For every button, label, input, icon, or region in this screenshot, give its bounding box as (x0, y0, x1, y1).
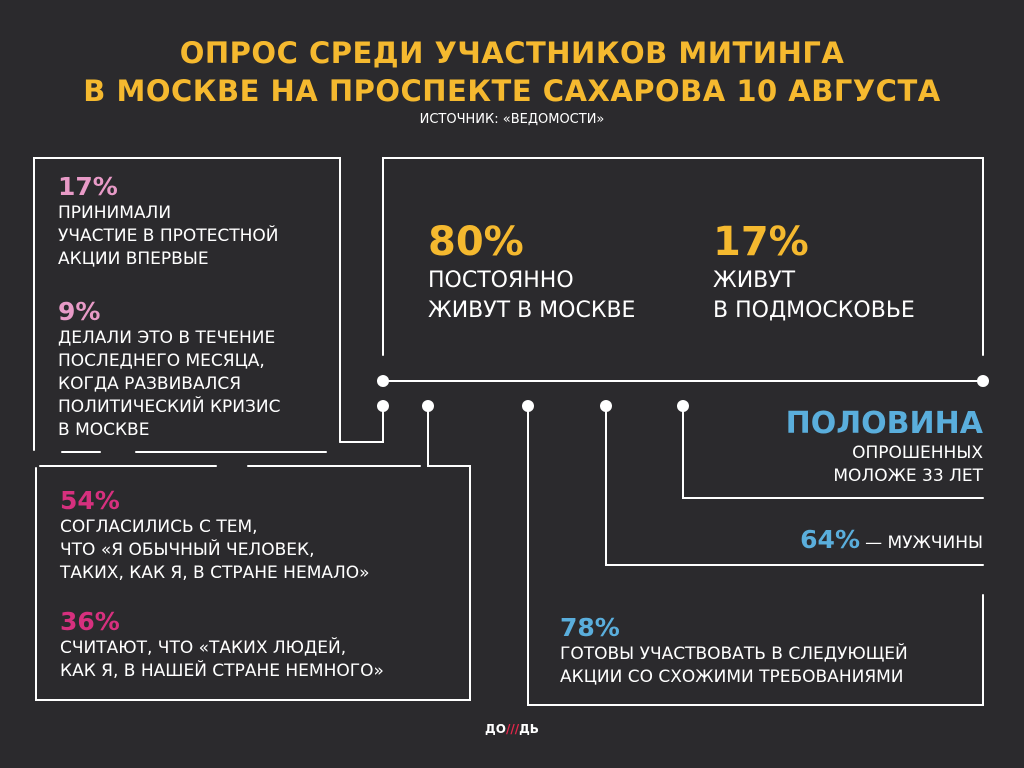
stat-line: В МОСКВЕ (58, 420, 150, 440)
stat-line: СЧИТАЮТ, ЧТО «ТАКИХ ЛЮДЕЙ, (60, 638, 347, 658)
opinion-box-outline (35, 405, 471, 701)
protest-stat-last-month: 9% ДЕЛАЛИ ЭТО В ТЕЧЕНИЕ ПОСЛЕДНЕГО МЕСЯЦ… (58, 297, 338, 442)
residence-box-outline (382, 157, 984, 356)
source-label: ИСТОЧНИК: «ВЕДОМОСТИ» (419, 112, 605, 127)
future-connector (527, 405, 984, 706)
stat-line: В ПОДМОСКОВЬЕ (713, 298, 915, 323)
stat-line: ПОСТОЯННО (428, 268, 574, 293)
stat-value: 17% (713, 219, 809, 265)
protest-stat-first-time: 17% ПРИНИМАЛИ УЧАСТИЕ В ПРОТЕСТНОЙ АКЦИИ… (58, 172, 338, 271)
protest-box-connector (339, 405, 384, 443)
timeline-dot (377, 375, 389, 387)
stat-line: ПОЛИТИЧЕСКИЙ КРИЗИС (58, 397, 281, 417)
opinion-stat-agree: 54% СОГЛАСИЛИСЬ С ТЕМ, ЧТО «Я ОБЫЧНЫЙ ЧЕ… (60, 486, 460, 585)
stat-value: 17% (58, 172, 118, 201)
logo-text-left: ДО (485, 722, 506, 736)
title-line-1: ОПРОС СРЕДИ УЧАСТНИКОВ МИТИНГА (179, 36, 845, 70)
stat-value: 78% (560, 613, 620, 642)
stat-line: ОПРОШЕННЫХ (852, 443, 983, 463)
title-line-2: В МОСКВЕ НА ПРОСПЕКТЕ САХАРОВА 10 АВГУСТ… (83, 74, 941, 108)
stat-line: АКЦИИ ВПЕРВЫЕ (58, 249, 209, 269)
stat-value: 80% (428, 219, 524, 265)
stat-value: 54% (60, 486, 120, 515)
stat-line: КАК Я, В НАШЕЙ СТРАНЕ НЕМНОГО» (60, 661, 384, 681)
logo-text-right: ДЬ (519, 722, 539, 736)
stat-line: ДЕЛАЛИ ЭТО В ТЕЧЕНИЕ (58, 328, 276, 348)
stat-line: ПОСЛЕДНЕГО МЕСЯЦА, (58, 351, 265, 371)
future-stat: 78% ГОТОВЫ УЧАСТВОВАТЬ В СЛЕДУЮЩЕЙ АКЦИИ… (560, 613, 990, 689)
dozhd-logo: ДО///ДЬ (0, 722, 1024, 736)
stat-line: КОГДА РАЗВИВАЛСЯ (58, 374, 242, 394)
stat-line: УЧАСТИЕ В ПРОТЕСТНОЙ (58, 226, 279, 246)
logo-mark: /// (505, 722, 520, 736)
stat-line: МОЛОЖЕ 33 ЛЕТ (833, 466, 983, 486)
connector-dot (677, 400, 689, 412)
stat-line: ЖИВУТ В МОСКВЕ (428, 298, 636, 323)
stat-line: — МУЖЧИНЫ (865, 533, 983, 553)
stat-value: ПОЛОВИНА (785, 406, 983, 441)
residence-stat-region: 17% ЖИВУТ В ПОДМОСКОВЬЕ (713, 218, 973, 326)
connector-dot (522, 400, 534, 412)
connector-dot (600, 400, 612, 412)
stat-line: ПРИНИМАЛИ (58, 203, 172, 223)
stat-line: ЖИВУТ (713, 268, 796, 293)
stat-line: ЧТО «Я ОБЫЧНЫЙ ЧЕЛОВЕК, (60, 540, 315, 560)
stat-value: 64% (800, 525, 860, 554)
gender-stat: 64% — МУЖЧИНЫ (640, 525, 983, 555)
connector-dot (377, 400, 389, 412)
age-stat: ПОЛОВИНА ОПРОШЕННЫХ МОЛОЖЕ 33 ЛЕТ (700, 406, 983, 488)
stat-value: 9% (58, 297, 101, 326)
gender-connector (605, 405, 984, 566)
stat-line: ГОТОВЫ УЧАСТВОВАТЬ В СЛЕДУЮЩЕЙ (560, 644, 908, 664)
stat-line: СОГЛАСИЛИСЬ С ТЕМ, (60, 517, 258, 537)
protest-box-outline (33, 157, 341, 451)
stat-line: ТАКИХ, КАК Я, В СТРАНЕ НЕМАЛО» (60, 563, 370, 583)
stat-line: АКЦИИ СО СХОЖИМИ ТРЕБОВАНИЯМИ (560, 667, 904, 687)
connector-dot (422, 400, 434, 412)
age-connector (682, 405, 984, 499)
residence-stat-moscow: 80% ПОСТОЯННО ЖИВУТ В МОСКВЕ (428, 218, 698, 326)
opinion-box-top-dash (35, 465, 421, 471)
opinion-stat-few: 36% СЧИТАЮТ, ЧТО «ТАКИХ ЛЮДЕЙ, КАК Я, В … (60, 607, 460, 683)
timeline-dot (977, 375, 989, 387)
stat-value: 36% (60, 607, 120, 636)
